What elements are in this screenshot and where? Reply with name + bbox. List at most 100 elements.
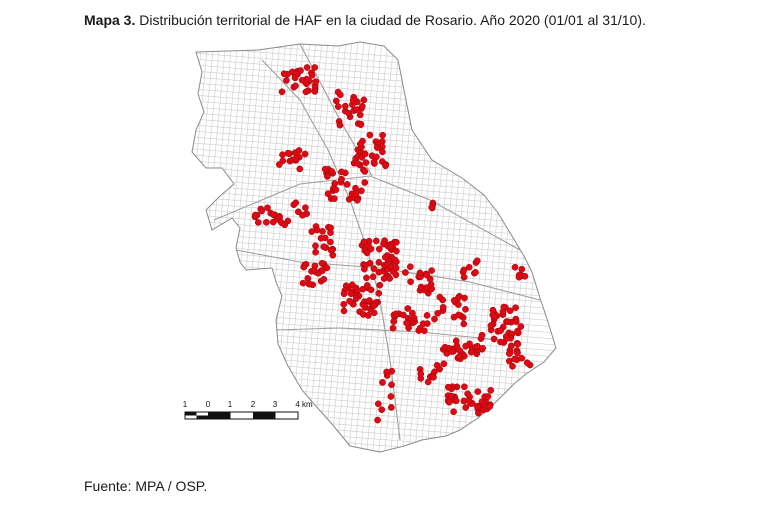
haf-point	[518, 354, 526, 362]
haf-point	[374, 400, 382, 408]
haf-point	[379, 379, 386, 386]
haf-point	[312, 248, 319, 256]
haf-point	[417, 370, 425, 378]
haf-point	[346, 297, 353, 305]
haf-point	[296, 165, 304, 173]
haf-point	[507, 342, 515, 350]
haf-point	[379, 131, 386, 139]
caption-text: Distribución territorial de HAF en la ci…	[135, 12, 646, 28]
haf-point	[374, 416, 381, 424]
haf-point	[311, 64, 319, 71]
haf-point	[503, 335, 510, 342]
haf-point	[340, 307, 348, 315]
haf-point	[509, 362, 516, 370]
scale-label-0: 1	[183, 400, 188, 409]
haf-point	[331, 195, 338, 202]
haf-point	[382, 162, 389, 170]
haf-point	[521, 272, 529, 280]
haf-point	[370, 265, 378, 272]
haf-point	[301, 150, 309, 158]
haf-point	[460, 273, 468, 281]
haf-point	[269, 211, 277, 219]
haf-point	[292, 199, 300, 207]
source-note: Fuente: MPA / OSP.	[84, 478, 208, 494]
haf-point	[298, 76, 306, 84]
haf-point	[292, 155, 300, 162]
haf-point	[402, 269, 409, 276]
haf-point	[512, 318, 520, 326]
haf-point	[445, 398, 453, 406]
haf-point	[381, 253, 389, 261]
haf-point	[450, 297, 458, 304]
haf-point	[400, 311, 407, 319]
haf-point	[518, 265, 526, 273]
haf-point	[514, 349, 521, 357]
haf-point	[328, 168, 336, 175]
haf-point	[352, 190, 360, 197]
haf-point	[375, 245, 383, 253]
haf-point	[357, 121, 365, 129]
haf-point	[361, 179, 369, 186]
haf-point	[447, 392, 455, 400]
haf-point	[353, 106, 361, 113]
haf-point	[332, 97, 340, 105]
haf-point	[387, 393, 395, 400]
haf-point	[511, 355, 518, 363]
haf-point	[252, 211, 259, 219]
haf-point	[299, 211, 306, 219]
haf-point	[430, 373, 437, 381]
haf-point	[460, 320, 468, 328]
haf-point	[423, 312, 431, 319]
haf-point	[349, 96, 357, 104]
figure-caption: Mapa 3. Distribución territorial de HAF …	[84, 12, 646, 28]
haf-point	[389, 324, 397, 332]
haf-point	[363, 249, 371, 257]
haf-point	[361, 150, 369, 158]
haf-point	[392, 271, 400, 279]
haf-point	[497, 327, 504, 334]
haf-point	[392, 310, 400, 318]
haf-point	[375, 259, 383, 266]
haf-point	[319, 228, 326, 235]
haf-point	[456, 347, 464, 355]
haf-point	[318, 259, 326, 267]
haf-point	[358, 102, 366, 110]
haf-point	[448, 348, 456, 355]
haf-points	[251, 64, 534, 424]
haf-point	[406, 263, 414, 271]
haf-point	[474, 403, 481, 411]
haf-point	[340, 290, 348, 298]
haf-point	[431, 315, 438, 323]
haf-point	[302, 88, 310, 96]
haf-point	[366, 297, 373, 304]
haf-point	[500, 303, 508, 311]
haf-point	[327, 224, 334, 232]
haf-point	[321, 165, 329, 173]
scale-label-1: 0	[206, 400, 211, 409]
haf-point	[347, 290, 355, 298]
haf-point	[487, 322, 495, 329]
haf-point	[428, 267, 435, 274]
haf-point	[308, 71, 316, 79]
haf-point	[428, 204, 436, 211]
haf-point	[423, 284, 430, 291]
haf-point	[360, 96, 368, 104]
haf-point	[336, 121, 344, 129]
haf-point	[354, 287, 361, 294]
haf-point	[300, 263, 308, 271]
haf-point	[291, 74, 299, 82]
haf-point	[254, 219, 262, 226]
haf-point	[426, 275, 434, 283]
haf-point	[299, 279, 307, 287]
haf-point	[370, 309, 378, 317]
haf-point	[343, 181, 351, 188]
haf-point	[360, 238, 368, 246]
haf-point	[462, 342, 469, 350]
haf-point	[460, 266, 468, 274]
haf-point	[324, 173, 331, 180]
haf-point	[393, 247, 400, 255]
haf-point	[370, 158, 378, 166]
haf-point	[436, 365, 443, 373]
haf-point	[478, 331, 486, 339]
haf-point	[341, 102, 349, 110]
